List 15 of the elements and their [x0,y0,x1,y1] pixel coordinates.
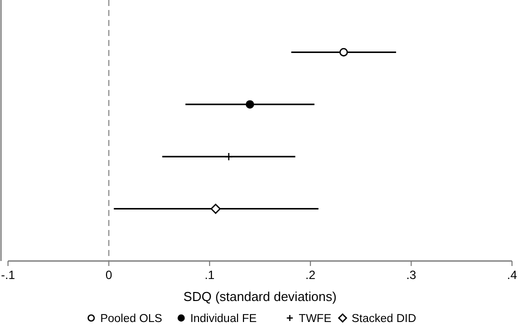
x-axis-title: SDQ (standard deviations) [183,289,337,304]
point [210,204,221,214]
point [246,100,254,109]
x-tick-label: -.1 [0,268,16,282]
legend-label: Stacked DID [352,313,416,325]
x-tick-label: 0 [105,268,112,282]
x-tick-label: .1 [204,268,215,282]
x-tick-label: .3 [406,268,417,282]
legend-label: TWFE [298,313,332,325]
point [339,48,348,56]
x-tick-label: .4 [506,268,518,282]
x-tick-label: .2 [305,268,316,282]
legend-label: Individual FE [190,313,258,325]
point [224,152,233,161]
legend-label: Pooled OLS [100,313,163,325]
